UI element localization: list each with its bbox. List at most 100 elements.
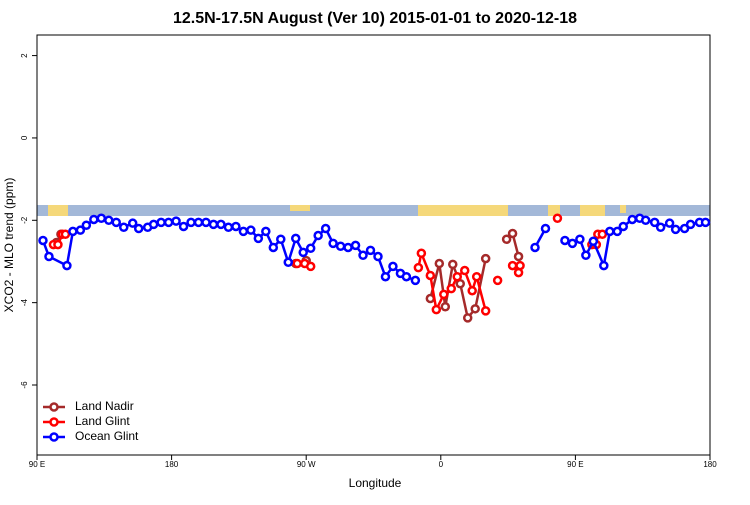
data-point — [305, 243, 316, 254]
y-tick-label: -6 — [20, 381, 29, 389]
data-point — [276, 234, 286, 244]
data-point — [44, 251, 54, 262]
data-point — [513, 251, 524, 262]
data-point — [313, 230, 323, 241]
data-point — [328, 238, 338, 249]
data-point — [62, 260, 72, 271]
data-point — [507, 260, 518, 271]
data-point — [231, 221, 241, 232]
data-point — [38, 235, 48, 246]
data-point — [298, 247, 308, 258]
data-point — [588, 236, 599, 247]
data-point — [640, 215, 651, 226]
y-tick-label: -2 — [20, 216, 29, 224]
legend-marker — [49, 402, 59, 412]
x-tick-label: 90 W — [297, 460, 316, 469]
data-point — [575, 234, 585, 244]
data-point — [186, 217, 196, 228]
data-point — [148, 219, 159, 230]
data-point — [104, 215, 114, 226]
data-point — [410, 275, 421, 286]
data-point — [268, 242, 279, 253]
data-point — [201, 217, 211, 228]
x-tick-label: 180 — [165, 460, 179, 469]
data-point — [358, 250, 368, 261]
y-tick-label: 2 — [20, 53, 29, 58]
data-point — [507, 228, 518, 239]
data-point — [618, 221, 629, 232]
data-point — [373, 251, 383, 262]
legend-label: Ocean Glint — [75, 429, 139, 443]
data-point — [89, 214, 99, 225]
data-point — [452, 271, 463, 282]
data-point — [492, 275, 503, 286]
data-point — [223, 222, 234, 233]
data-point — [193, 217, 204, 228]
data-point — [171, 216, 181, 226]
data-point — [96, 213, 107, 223]
data-point — [679, 223, 690, 234]
data-point — [238, 226, 249, 237]
data-point — [480, 306, 491, 316]
data-point — [380, 271, 391, 282]
data-point — [655, 222, 666, 233]
data-point — [501, 234, 512, 244]
data-point — [515, 260, 525, 271]
data-point — [350, 240, 361, 251]
x-tick-label: 0 — [439, 460, 444, 469]
data-point — [208, 219, 219, 230]
data-point — [670, 224, 681, 235]
data-point — [567, 238, 578, 249]
data-point — [434, 258, 445, 269]
x-tick-label: 180 — [703, 460, 717, 469]
data-point — [440, 302, 451, 312]
data-point — [480, 253, 491, 264]
x-tick-label: 90 E — [29, 460, 45, 469]
data-point — [664, 218, 675, 228]
data-point — [612, 226, 623, 237]
data-point — [446, 283, 457, 294]
data-point — [292, 258, 302, 269]
data-point — [597, 229, 608, 240]
data-point — [133, 223, 144, 234]
data-point — [127, 218, 138, 228]
data-point — [163, 217, 174, 228]
data-point — [60, 229, 71, 240]
data-point — [335, 241, 346, 251]
data-point — [540, 223, 551, 234]
data-point — [599, 260, 609, 271]
data-point — [470, 304, 480, 314]
data-point — [462, 313, 473, 323]
data-point — [290, 233, 301, 244]
legend-marker — [49, 432, 59, 442]
x-axis-label: Longitude — [349, 476, 402, 490]
data-point — [649, 217, 660, 228]
data-point — [156, 217, 166, 228]
legend-label: Land Nadir — [75, 399, 134, 413]
data-point — [111, 217, 122, 228]
data-point — [413, 262, 424, 273]
data-point — [118, 222, 129, 233]
data-point — [530, 242, 540, 253]
data-point — [459, 265, 470, 276]
data-point — [53, 239, 63, 250]
data-point — [439, 289, 449, 300]
data-point — [343, 242, 353, 253]
data-point — [685, 219, 696, 230]
data-point — [401, 271, 412, 282]
data-point — [471, 271, 482, 282]
data-point — [246, 225, 256, 235]
data-point — [552, 213, 563, 223]
data-point — [627, 214, 637, 225]
data-point — [305, 261, 316, 272]
data-point — [68, 226, 78, 237]
data-point — [605, 226, 615, 237]
data-point — [425, 270, 436, 281]
data-point — [388, 261, 398, 272]
data-point — [261, 226, 271, 237]
y-axis-label: XCO2 - MLO trend (ppm) — [2, 178, 16, 313]
data-point — [253, 233, 264, 244]
data-point — [560, 235, 570, 246]
